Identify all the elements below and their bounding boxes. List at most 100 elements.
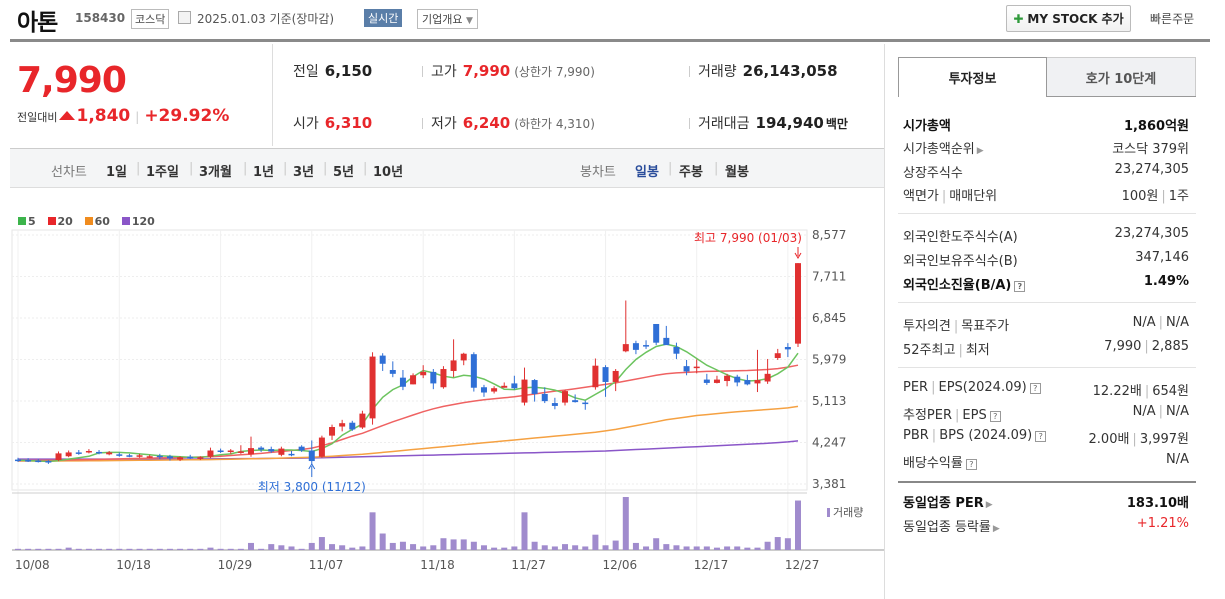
help-icon[interactable]: ? [965, 459, 977, 470]
help-icon[interactable]: ? [1029, 383, 1041, 394]
chevron-right-icon: ▶ [985, 500, 993, 510]
industry-per-row[interactable]: 동일업종 PER ▶ 183.10배 [903, 492, 1189, 511]
tab-candle-daily[interactable]: 일봉 [635, 165, 659, 180]
per-label: PER [903, 380, 929, 395]
volume-bar [653, 538, 660, 550]
y-tick-label: 5,113 [812, 394, 846, 408]
volume-bar [379, 533, 386, 550]
shares-row: 상장주식수 23,274,305 [903, 162, 1189, 181]
volume-bar [703, 546, 710, 550]
x-tick-label: 12/27 [785, 558, 820, 572]
tab-line-3y[interactable]: 3년 [293, 165, 315, 180]
volume-bar [247, 542, 254, 550]
candle-body [551, 403, 558, 406]
industry-per-value: 183.10배 [1126, 496, 1189, 511]
help-icon[interactable]: ? [1035, 431, 1047, 442]
candle-body [106, 452, 113, 455]
volume-bar [268, 544, 275, 550]
tab-line-1d[interactable]: 1일 [106, 165, 128, 180]
legend-label: 60 [94, 215, 110, 228]
candle-body [754, 380, 761, 384]
tab-order-book[interactable]: 호가 10단계 [1047, 57, 1196, 97]
x-tick-label: 10/08 [15, 558, 50, 572]
volume-bar [622, 497, 629, 550]
volume-bar [450, 539, 457, 550]
tab-line-1y[interactable]: 1년 [253, 165, 275, 180]
my-stock-add-button[interactable]: ✚ MY STOCK 추가 [1006, 5, 1131, 32]
industry-change-row[interactable]: 동일업종 등락률 ▶ +1.21% [903, 516, 1189, 535]
candle-body [795, 263, 801, 344]
x-tick-label: 11/27 [511, 558, 546, 572]
tab-candle-weekly[interactable]: 주봉 [679, 165, 703, 180]
volume-bar [298, 548, 305, 550]
opinion-value: N/A [1132, 315, 1156, 330]
candle-body [480, 387, 487, 393]
est-per-value: N/A [1132, 404, 1156, 419]
stock-code: 158430 [75, 11, 126, 25]
volume-bar [187, 548, 194, 550]
volume-bar [35, 548, 42, 550]
tab-investment-info[interactable]: 투자정보 [898, 57, 1047, 97]
candle-body [491, 388, 498, 392]
volume-bar [562, 544, 569, 550]
candle-body [237, 451, 244, 453]
candle-body [339, 423, 346, 427]
company-overview-dropdown[interactable]: 기업개요 ▼ [417, 9, 478, 29]
candle-body [602, 367, 609, 382]
market-badge: 코스닥 [131, 9, 170, 29]
divider [10, 148, 884, 149]
tab-line-5y[interactable]: 5년 [333, 165, 355, 180]
candle-body [703, 379, 710, 383]
volume-bar [440, 538, 447, 550]
par-label: 액면가 [903, 189, 939, 204]
date-basis: 기준(장마감) [269, 12, 335, 26]
candle-body [562, 391, 569, 403]
candle-body [744, 380, 751, 385]
volume-value: 26,143,058 [742, 62, 838, 80]
help-icon[interactable]: ? [1014, 281, 1026, 292]
volume-bar [278, 545, 285, 550]
candle-body [25, 460, 32, 462]
tab-line-1w[interactable]: 1주일 [146, 165, 179, 180]
realtime-button[interactable]: 실시간 [364, 9, 403, 27]
candle-body [410, 375, 417, 385]
x-tick-label: 10/18 [116, 558, 151, 572]
trade-unit-label: 매매단위 [949, 189, 998, 204]
volume-bar [480, 545, 487, 550]
legend-ma60: 60 [84, 215, 110, 228]
cap-rank-label: 시가총액순위 [903, 142, 975, 157]
y-tick-label: 7,711 [812, 270, 846, 284]
date-value: 2025.01.03 [197, 12, 266, 26]
header-divider [10, 39, 1210, 42]
candle-body [247, 448, 254, 455]
dividend-label: 배당수익률 [903, 456, 963, 471]
low-price: 저가 6,240 (하한가 4,310) [422, 113, 595, 133]
candle-body [622, 344, 629, 352]
volume-bar [55, 548, 62, 550]
foreign-hold-value: 347,146 [1135, 250, 1189, 265]
candle-body [15, 459, 21, 462]
my-stock-label: MY STOCK 추가 [1027, 12, 1124, 26]
candle-body [582, 402, 589, 405]
cap-rank-row[interactable]: 시가총액순위 ▶ 코스닥 379위 [903, 138, 1189, 157]
est-per-label: 추정PER [903, 408, 953, 423]
volume-bar [318, 537, 325, 550]
turnover-value: 194,940 [755, 114, 824, 132]
candle-body [774, 353, 781, 359]
pbr-value: 2.00배 [1088, 432, 1130, 447]
week52-high-value: 7,990 [1104, 339, 1142, 354]
volume-bar [572, 545, 579, 550]
tab-candle-monthly[interactable]: 월봉 [725, 165, 749, 180]
quick-order-button[interactable]: 빠른주문 [1150, 12, 1195, 26]
price-candlestick-chart[interactable]: 8,577 7,711 6,845 5,979 5,113 4,247 3,381 10/08… [0, 225, 884, 575]
candle-body [389, 369, 396, 374]
x-tick-label: 11/07 [309, 558, 344, 572]
tab-line-10y[interactable]: 10년 [373, 165, 404, 180]
help-icon[interactable]: ? [989, 411, 1001, 422]
tab-line-3m[interactable]: 3개월 [199, 165, 232, 180]
industry-per-label: 동일업종 PER [903, 496, 984, 511]
high-label: 고가 [431, 64, 457, 80]
bps-value: 3,997원 [1139, 432, 1189, 447]
volume-bar [541, 545, 548, 550]
eps-label: EPS(2024.09) [938, 380, 1027, 395]
